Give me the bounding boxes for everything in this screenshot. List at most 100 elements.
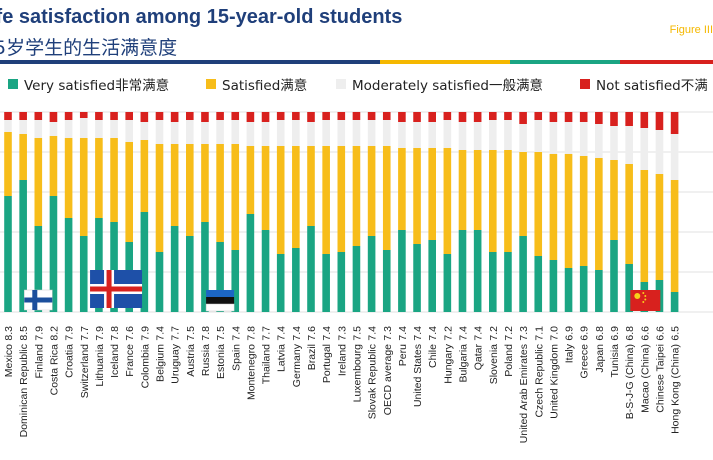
category-label: Czech Republic xyxy=(533,344,545,418)
mean-score-label: 7.2 xyxy=(442,326,454,341)
bar-moderately-satisfied xyxy=(655,130,664,174)
bar-not-satisfied xyxy=(201,112,209,122)
category-label: Italy xyxy=(564,343,576,363)
mean-score-label: 7.8 xyxy=(200,326,212,341)
bar-satisfied xyxy=(519,152,527,236)
bar-very-satisfied xyxy=(549,260,558,312)
bar-very-satisfied xyxy=(428,240,436,312)
bar-not-satisfied xyxy=(549,112,558,122)
bar-moderately-satisfied xyxy=(504,120,512,150)
mean-score-label: 7.2 xyxy=(503,326,515,341)
category-label: OECD average xyxy=(382,344,394,415)
bar-satisfied xyxy=(64,138,73,218)
bar-moderately-satisfied xyxy=(564,122,573,154)
bar-moderately-satisfied xyxy=(246,122,255,146)
legend-swatch xyxy=(8,79,18,89)
bar-very-satisfied xyxy=(231,250,240,312)
legend-item-satisfied: Satisfied满意 xyxy=(206,74,307,94)
header-stripe-red xyxy=(620,60,713,64)
bar-satisfied xyxy=(382,146,391,250)
mean-score-label: 6.9 xyxy=(579,326,591,341)
mean-score-label: 7.5 xyxy=(185,326,197,341)
bar-very-satisfied xyxy=(155,252,164,312)
mean-score-label: 7.9 xyxy=(94,326,106,341)
mean-score-label: 6.5 xyxy=(670,326,682,341)
bar-moderately-satisfied xyxy=(125,120,133,142)
bar-not-satisfied xyxy=(64,112,73,120)
bar-not-satisfied xyxy=(307,112,315,122)
category-label: Hong Kong (China) xyxy=(670,344,682,434)
bar-satisfied xyxy=(428,148,436,240)
legend-label: Satisfied满意 xyxy=(222,78,308,94)
bar-moderately-satisfied xyxy=(625,126,633,164)
mean-score-label: 7.4 xyxy=(291,326,303,341)
bar-very-satisfied xyxy=(473,230,482,312)
bar-satisfied xyxy=(261,146,270,230)
bar-not-satisfied xyxy=(337,112,346,120)
mean-score-label: 6.6 xyxy=(639,326,651,341)
bar-satisfied xyxy=(307,146,315,226)
bar-moderately-satisfied xyxy=(473,122,482,150)
bar-not-satisfied xyxy=(655,112,664,130)
legend-item-very-satisfied: Very satisfied非常满意 xyxy=(8,74,169,94)
bar-satisfied xyxy=(322,146,330,254)
bar-satisfied xyxy=(49,136,58,196)
bar-moderately-satisfied xyxy=(458,122,467,150)
bar-satisfied xyxy=(534,152,543,256)
mean-score-label: 7.3 xyxy=(336,326,348,341)
bar-satisfied xyxy=(19,134,27,180)
bar-satisfied xyxy=(201,144,209,222)
bar-very-satisfied xyxy=(110,222,118,312)
bar-very-satisfied xyxy=(367,236,376,312)
mean-score-label: 7.2 xyxy=(488,326,500,341)
mean-score-label: 8.3 xyxy=(3,326,15,341)
header-stripe-green xyxy=(510,60,620,64)
mean-score-label: 7.4 xyxy=(230,326,242,341)
category-label: Poland xyxy=(503,344,515,377)
mean-score-label: 6.9 xyxy=(564,326,576,341)
mean-score-label: 6.6 xyxy=(654,326,666,341)
legend-swatch xyxy=(206,79,216,89)
bar-very-satisfied xyxy=(519,236,527,312)
bar-very-satisfied xyxy=(34,226,43,312)
bar-moderately-satisfied xyxy=(19,120,27,134)
bar-not-satisfied xyxy=(95,112,103,120)
category-label: Montenegro xyxy=(245,344,257,400)
category-label: Hungary xyxy=(442,343,454,383)
bar-satisfied xyxy=(549,154,558,260)
bar-very-satisfied xyxy=(489,252,497,312)
category-label: Croatia xyxy=(64,344,76,378)
bar-moderately-satisfied xyxy=(595,124,603,158)
bar-moderately-satisfied xyxy=(413,122,421,148)
bar-satisfied xyxy=(458,150,467,230)
mean-score-label: 7.4 xyxy=(276,326,288,341)
bar-moderately-satisfied xyxy=(489,120,497,150)
category-label: Russia xyxy=(200,344,212,376)
category-label: Dominican Republic xyxy=(18,344,30,437)
mean-score-label: 6.8 xyxy=(594,326,606,341)
category-label: Peru xyxy=(397,344,409,366)
category-label: Estonia xyxy=(215,344,227,379)
category-label: Spain xyxy=(230,344,242,371)
bar-satisfied xyxy=(504,150,512,252)
category-label: Macao (China) xyxy=(639,344,651,413)
mean-score-label: 7.9 xyxy=(33,326,45,341)
bar-moderately-satisfied xyxy=(201,122,209,144)
mean-score-label: 7.8 xyxy=(245,326,257,341)
category-label: Bulgaria xyxy=(458,344,470,383)
bar-moderately-satisfied xyxy=(307,122,315,146)
bar-very-satisfied xyxy=(216,242,224,312)
mean-score-label: 7.3 xyxy=(382,326,394,341)
category-label: Uruguay xyxy=(170,343,182,383)
bar-very-satisfied xyxy=(382,250,391,312)
category-label: Chinese Taipei xyxy=(654,344,666,413)
figure-label: Figure III xyxy=(669,24,713,36)
bar-very-satisfied xyxy=(625,264,633,312)
bar-moderately-satisfied xyxy=(382,120,391,146)
bar-very-satisfied xyxy=(276,254,285,312)
bar-very-satisfied xyxy=(337,252,346,312)
bar-satisfied xyxy=(610,160,618,240)
bar-satisfied xyxy=(670,180,679,292)
bar-satisfied xyxy=(413,148,421,244)
mean-score-label: 7.7 xyxy=(79,326,91,341)
